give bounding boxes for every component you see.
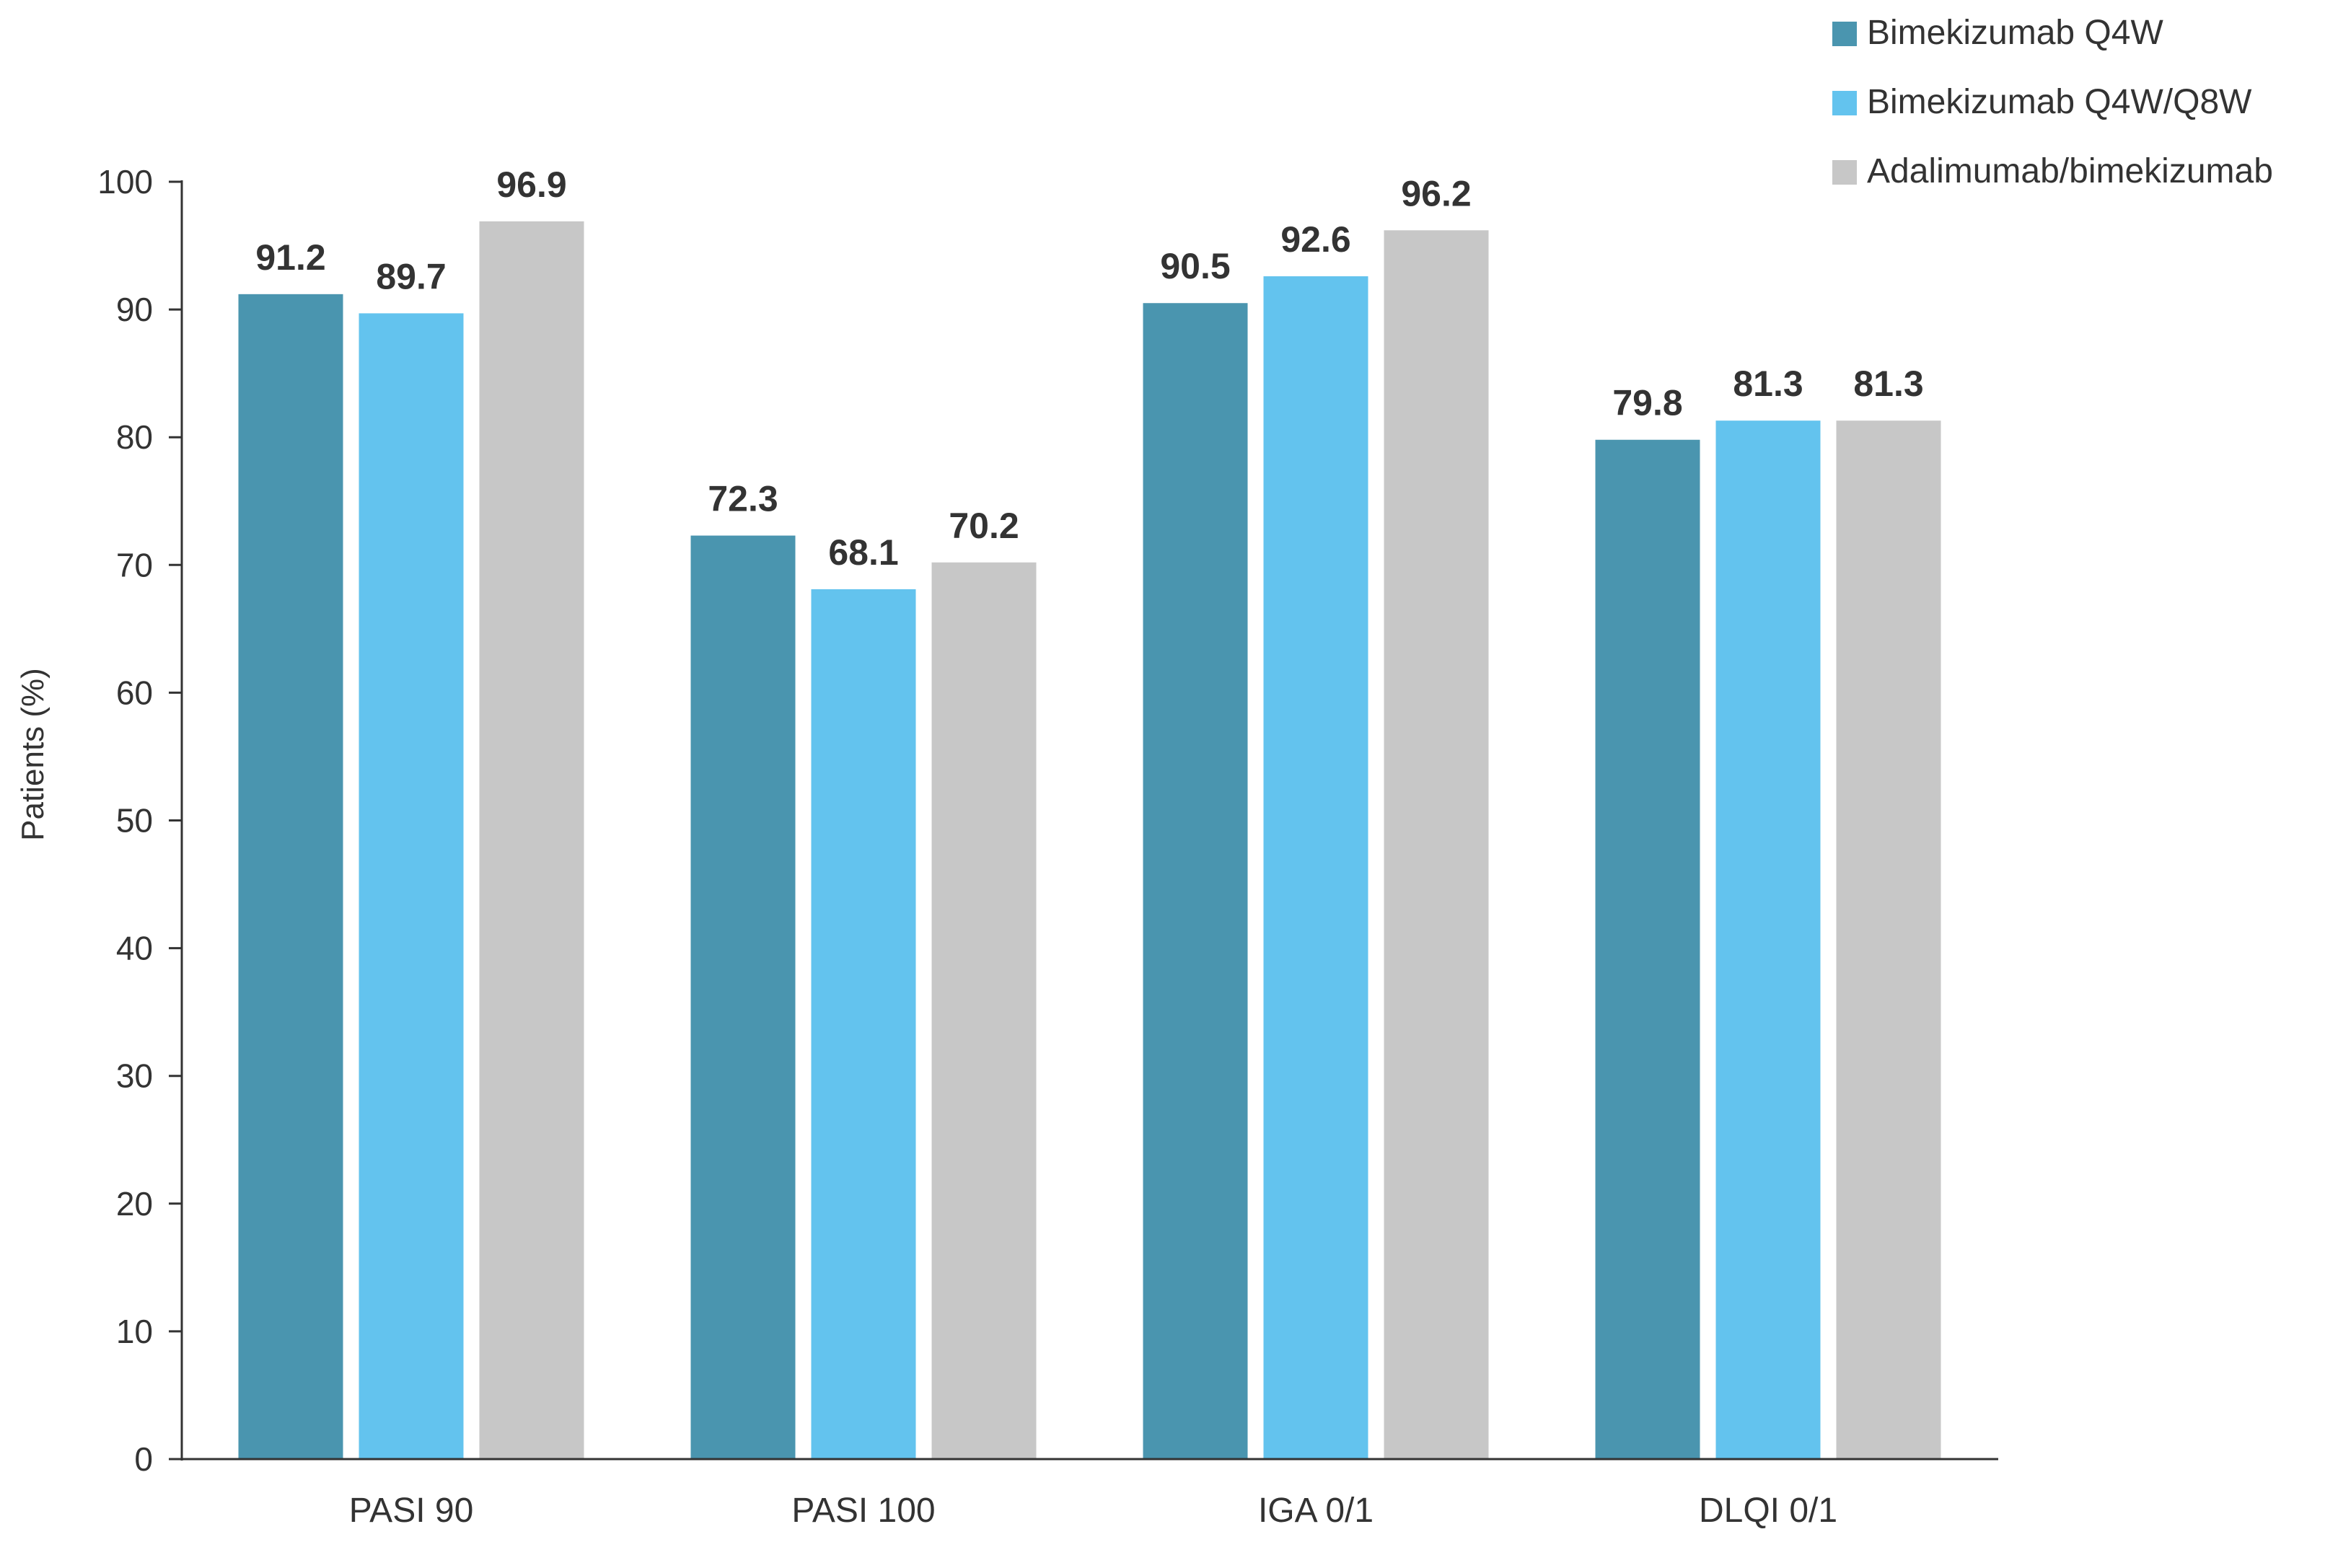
y-tick-label: 100 bbox=[97, 163, 153, 201]
legend-label: Bimekizumab Q4W bbox=[1867, 14, 2163, 52]
y-tick-label: 70 bbox=[116, 546, 153, 583]
legend-swatch bbox=[1832, 22, 1857, 46]
bar bbox=[1263, 276, 1368, 1460]
y-axis-ticks: 0 10 20 30 40 50 60 70 80 90 100 bbox=[97, 163, 182, 1478]
bar bbox=[931, 562, 1037, 1459]
legend-label: Bimekizumab Q4W/Q8W bbox=[1867, 83, 2252, 121]
bar-series bbox=[238, 221, 1941, 1460]
bar bbox=[1715, 420, 1821, 1459]
bar-value-label: 72.3 bbox=[708, 479, 778, 519]
x-category-label: IGA 0/1 bbox=[1258, 1492, 1374, 1530]
bar-value-label: 91.2 bbox=[255, 237, 325, 278]
x-category-label: PASI 100 bbox=[791, 1492, 935, 1530]
legend-swatch bbox=[1832, 160, 1857, 185]
y-tick-label: 80 bbox=[116, 418, 153, 456]
bar-value-label: 70.2 bbox=[949, 506, 1019, 546]
bar bbox=[359, 313, 464, 1460]
y-tick-label: 0 bbox=[134, 1440, 153, 1478]
bar bbox=[479, 221, 584, 1459]
bar-value-label: 90.5 bbox=[1160, 246, 1230, 286]
legend-swatch bbox=[1832, 91, 1857, 115]
y-axis-title: Patients (%) bbox=[15, 668, 50, 841]
bar-value-label: 89.7 bbox=[376, 256, 446, 296]
bar bbox=[690, 535, 796, 1459]
x-category-label: DLQI 0/1 bbox=[1699, 1492, 1837, 1530]
bar-value-label: 68.1 bbox=[828, 532, 898, 573]
bar bbox=[1143, 303, 1248, 1459]
y-tick-label: 10 bbox=[116, 1313, 153, 1350]
y-tick-label: 60 bbox=[116, 674, 153, 711]
bar bbox=[238, 294, 343, 1459]
bar-value-label: 81.3 bbox=[1853, 364, 1923, 404]
bar-value-label: 96.9 bbox=[496, 164, 566, 205]
bar bbox=[1836, 420, 1941, 1459]
bar bbox=[1384, 230, 1489, 1460]
bar-value-label: 96.2 bbox=[1401, 173, 1471, 213]
legend: Bimekizumab Q4W Bimekizumab Q4W/Q8W Adalim… bbox=[1832, 14, 2273, 190]
y-tick-label: 50 bbox=[116, 802, 153, 840]
x-category-label: PASI 90 bbox=[349, 1492, 474, 1530]
bar-value-label: 79.8 bbox=[1612, 383, 1682, 423]
y-tick-label: 30 bbox=[116, 1057, 153, 1095]
x-axis-category-labels: PASI 90 PASI 100 IGA 0/1 DLQI 0/1 bbox=[349, 1492, 1837, 1530]
value-labels: 91.2 89.7 96.9 72.3 68.1 70.2 90.5 92.6 96.2 79.8… bbox=[255, 164, 1923, 573]
y-tick-label: 20 bbox=[116, 1185, 153, 1223]
y-tick-label: 40 bbox=[116, 930, 153, 967]
bar bbox=[1595, 439, 1700, 1460]
axes bbox=[169, 180, 1998, 1461]
legend-label: Adalimumab/bimekizumab bbox=[1867, 152, 2273, 190]
bar-value-label: 81.3 bbox=[1733, 364, 1803, 404]
bar-value-label: 92.6 bbox=[1280, 219, 1350, 260]
y-tick-label: 90 bbox=[116, 291, 153, 328]
bar bbox=[811, 589, 916, 1459]
